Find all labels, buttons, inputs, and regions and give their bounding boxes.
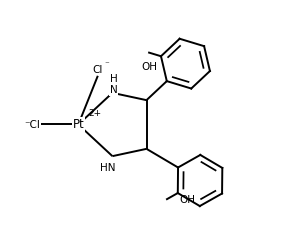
Text: OH: OH [142, 62, 157, 72]
Text: Pt: Pt [72, 118, 84, 131]
Text: Cl: Cl [93, 64, 103, 75]
Text: N: N [110, 85, 117, 95]
Text: H: H [110, 74, 117, 84]
Text: ⁻: ⁻ [105, 60, 109, 69]
Text: ⁻Cl: ⁻Cl [24, 120, 40, 129]
Text: HN: HN [100, 163, 115, 174]
Text: OH: OH [180, 195, 195, 205]
Text: 2+: 2+ [88, 109, 102, 119]
